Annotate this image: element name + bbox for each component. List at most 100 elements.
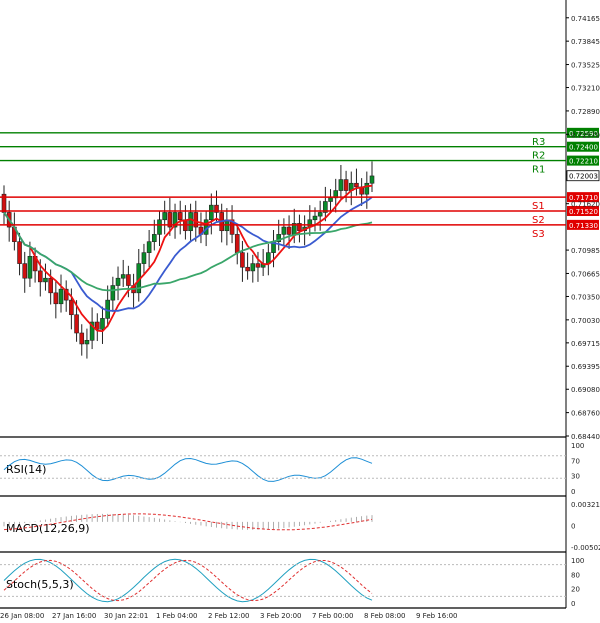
rsi-label: RSI(14) [6,463,46,476]
level-label-s3: S3 [532,229,545,240]
price-tick-label: 0.70665 [571,270,600,278]
level-price-box [567,127,599,138]
current-price-box [566,170,600,182]
price-tick-label: 0.69715 [571,340,600,348]
candle-body [22,263,28,279]
candle-body [162,212,167,221]
candle-body [84,340,90,345]
stoch-tick-label: 20 [571,586,580,594]
price-axis: 0.74165 0.73845 0.73525 0.73210 0.72890 0.725… [566,15,600,441]
price-tick-label: 0.73525 [571,62,600,70]
price-tick-label: 0.70350 [571,293,600,301]
level-label-r3: R3 [532,137,545,148]
macd-tick-label: 0.003217 [571,501,600,509]
candle-body [172,212,178,228]
stoch-label: Stoch(5,5,3) [6,578,74,591]
candle-body [177,212,183,221]
stoch-tick-label: 100 [571,557,584,565]
price-tick-label: 0.70985 [571,247,600,255]
candle-body [188,212,193,232]
price-tick-label: 0.73845 [571,38,600,46]
candle-body [286,226,292,235]
stoch-k-line [3,558,373,603]
candle-body [214,204,219,213]
ma-fast-line [3,184,373,333]
level-price-box [567,206,599,217]
candle-body [317,212,323,217]
macd-panel: 0.003217 0 -0.005021 MACD(12,26,9) [0,501,600,553]
level-label-r1: R1 [532,165,545,176]
time-axis: 26 Jan 08:00 27 Jan 16:00 30 Jan 22:01 1 Fe… [0,612,457,620]
time-tick-label: 7 Feb 00:00 [312,612,353,620]
macd-tick-label: -0.005021 [571,544,600,552]
price-tick-label: 0.71620 [571,201,600,209]
level-price-label: 0.71520 [569,208,598,216]
time-tick-label: 9 Feb 16:00 [416,612,457,620]
candle-body [79,332,85,345]
candle-body [338,179,344,191]
ma-slow-line [3,211,373,292]
candle-body [157,219,162,235]
candle-body [27,255,33,279]
candle-body [328,197,333,202]
price-tick-label: 0.69395 [571,363,600,371]
candle-body [141,252,147,264]
time-tick-label: 3 Feb 20:00 [260,612,301,620]
time-tick-label: 1 Feb 04:00 [156,612,197,620]
level-price-label: 0.72590 [569,130,598,138]
candle-body [53,292,59,305]
candle-body [152,234,157,242]
candle-body [17,241,22,264]
candle-body [245,266,250,272]
candle-body [369,175,375,184]
candle-body [281,226,287,235]
candle-body [354,182,359,188]
candle-body [1,193,7,213]
candle-body [100,318,105,330]
level-price-label: 0.72400 [569,144,598,152]
level-label-r2: R2 [532,151,545,162]
candle-body [333,190,339,199]
price-tick-label: 0.70030 [571,317,600,325]
level-price-label: 0.71710 [569,194,598,202]
stochastic-panel: 100 80 20 0 Stoch(5,5,3) [0,557,584,609]
candle-body [126,274,131,286]
stoch-tick-label: 80 [571,571,580,579]
price-tick-label: 0.68760 [571,410,600,418]
current-price-label: 0.72003 [569,173,598,181]
level-price-box [567,192,599,203]
candle-body [343,179,349,191]
time-tick-label: 30 Jan 22:01 [104,612,148,620]
stoch-d-line [3,559,373,602]
level-price-label: 0.72210 [569,158,598,166]
candle-body [63,288,69,301]
support-resistance-levels: R3 0.72590 R2 0.72400 R1 0.72210 S1 0.71710 S2 0.… [0,127,600,240]
candle-body [364,182,370,195]
time-tick-label: 8 Feb 08:00 [364,612,405,620]
candle-body [323,201,328,213]
candle-body [167,212,173,228]
price-tick-label: 0.69080 [571,386,600,394]
candle-body [146,241,152,253]
candle-body [312,215,318,221]
candle-body [48,277,53,294]
time-tick-label: 27 Jan 16:00 [52,612,96,620]
candle-body [120,274,126,279]
candle-body [255,263,261,268]
price-tick-label: 0.68440 [571,433,600,441]
candle-body [69,299,74,316]
candle-body [110,285,116,301]
price-tick-label: 0.72570 [571,131,600,139]
price-tick-label: 0.72890 [571,108,600,116]
level-price-box [567,155,599,166]
candle-body [234,234,240,253]
candle-body [209,204,214,221]
macd-label: MACD(12,26,9) [6,522,90,535]
level-price-box [567,141,599,152]
macd-signal-line [3,513,373,531]
candle-body [94,321,100,330]
level-price-label: 0.71330 [569,222,598,230]
stoch-tick-label: 0 [571,600,575,608]
candle-body [74,314,79,334]
